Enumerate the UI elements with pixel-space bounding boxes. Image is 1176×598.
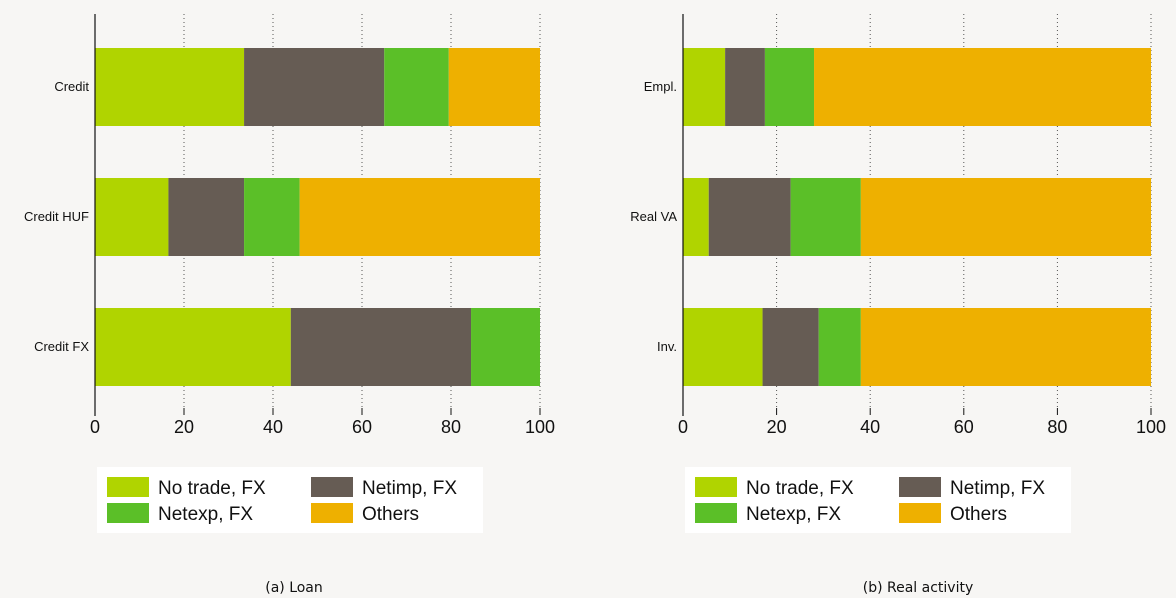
legend-label: No trade, FX (746, 478, 854, 499)
bar-others-credit (448, 48, 540, 126)
x-tick-label: 0 (678, 417, 688, 437)
x-tick-label: 80 (441, 417, 461, 437)
caption-loan: (a) Loan (265, 580, 323, 596)
legend-swatch-no-trade-fx (107, 477, 149, 497)
x-tick-label: 60 (954, 417, 974, 437)
legend-label: Netimp, FX (362, 478, 457, 499)
category-label: Credit (54, 79, 89, 94)
bar-netimp-fx-empl- (725, 48, 765, 126)
legend-label: Netexp, FX (746, 504, 841, 525)
x-tick-label: 0 (90, 417, 100, 437)
legend-box (685, 467, 1071, 533)
category-label: Credit FX (34, 339, 89, 354)
bar-no-trade-fx-real-va (683, 178, 709, 256)
bar-netimp-fx-credit-huf (168, 178, 245, 256)
bar-netimp-fx-credit (244, 48, 385, 126)
legend-label: Netimp, FX (950, 478, 1045, 499)
legend-swatch-netexp-fx (695, 503, 737, 523)
legend-label: Others (362, 504, 419, 525)
x-tick-label: 60 (352, 417, 372, 437)
x-tick-label: 20 (174, 417, 194, 437)
x-tick-label: 100 (525, 417, 555, 437)
bar-others-real-va (860, 178, 1151, 256)
chart-panel-real-activity: Empl. Real VA Inv. 0 20 40 60 80 100 No trade, FX… (588, 0, 1176, 598)
bar-netexp-fx-credit (384, 48, 449, 126)
category-label: Real VA (630, 209, 677, 224)
legend-swatch-netimp-fx (311, 477, 353, 497)
legend-swatch-others (899, 503, 941, 523)
legend-label: Others (950, 504, 1007, 525)
bar-no-trade-fx-credit-huf (95, 178, 169, 256)
x-tick-label: 100 (1136, 417, 1166, 437)
bar-netexp-fx-credit-fx (471, 308, 540, 386)
x-tick-label: 40 (860, 417, 880, 437)
bar-netexp-fx-real-va (790, 178, 861, 256)
legend-label: Netexp, FX (158, 504, 253, 525)
category-label: Inv. (657, 339, 677, 354)
x-tick-label: 40 (263, 417, 283, 437)
x-tick-label: 80 (1047, 417, 1067, 437)
bar-netexp-fx-credit-huf (244, 178, 300, 256)
bar-netexp-fx-inv- (818, 308, 861, 386)
legend-swatch-netimp-fx (899, 477, 941, 497)
bar-no-trade-fx-inv- (683, 308, 763, 386)
real-activity-chart: Empl. Real VA Inv. 0 20 40 60 80 100 No trade, FX… (630, 14, 1166, 533)
legend-swatch-no-trade-fx (695, 477, 737, 497)
bar-others-inv- (860, 308, 1151, 386)
bar-netimp-fx-real-va (708, 178, 791, 256)
bar-others-empl- (814, 48, 1151, 126)
caption-real-activity: (b) Real activity (862, 580, 974, 596)
bar-netimp-fx-inv- (762, 308, 819, 386)
bar-no-trade-fx-credit (95, 48, 245, 126)
legend-label: No trade, FX (158, 478, 266, 499)
loan-chart: Credit Credit HUF Credit FX 0 20 40 60 80 100 No … (24, 14, 555, 533)
legend-swatch-netexp-fx (107, 503, 149, 523)
bar-netimp-fx-credit-fx (290, 308, 472, 386)
category-label: Empl. (644, 79, 677, 94)
bar-no-trade-fx-credit-fx (95, 308, 291, 386)
bar-netexp-fx-empl- (764, 48, 815, 126)
category-label: Credit HUF (24, 209, 89, 224)
chart-panel-loan: Credit Credit HUF Credit FX 0 20 40 60 80 100 No … (24, 14, 555, 596)
bar-others-credit-huf (299, 178, 540, 256)
x-tick-label: 20 (767, 417, 787, 437)
legend-box (97, 467, 483, 533)
bar-no-trade-fx-empl- (683, 48, 726, 126)
legend-swatch-others (311, 503, 353, 523)
